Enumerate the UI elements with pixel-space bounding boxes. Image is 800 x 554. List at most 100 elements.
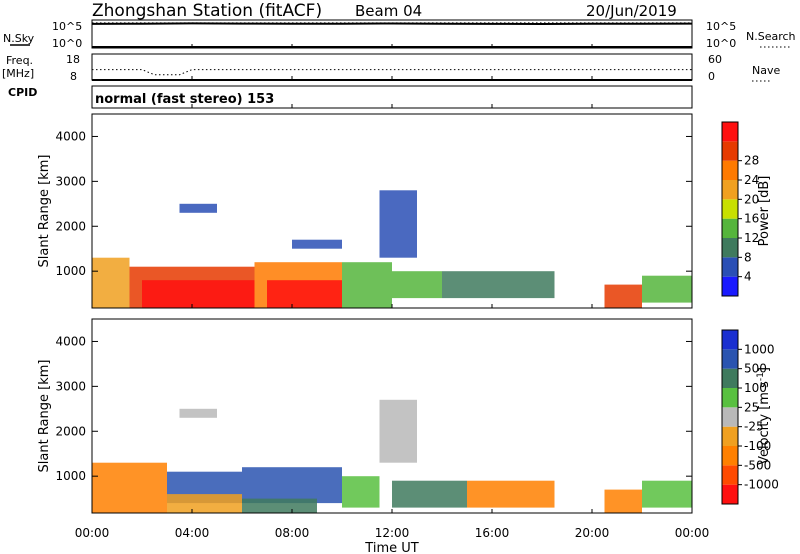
xtick-label-0: 00:00 (75, 526, 110, 540)
velocity-block-0 (92, 462, 167, 513)
velocity-block-4 (242, 498, 317, 513)
power-block-8 (442, 271, 555, 299)
noise-series (91, 22, 693, 26)
power-block-10 (642, 275, 692, 303)
velocity-block-6 (379, 399, 417, 463)
power-colorbar-label: Power [dB] (757, 176, 772, 247)
power-ytick-label-0: 1000 (55, 264, 86, 278)
velocity-cbar-seg-1 (722, 465, 738, 485)
power-cbar-seg-2 (722, 238, 738, 258)
velocity-ytick-label-3: 4000 (55, 334, 86, 348)
power-block-9 (604, 284, 642, 308)
velocity-cbar-label-2: 100 (744, 381, 767, 395)
velocity-y-ticks: 1000 2000 3000 4000 (55, 334, 692, 483)
power-block-2 (142, 280, 255, 308)
power-cbar-seg-0 (722, 276, 738, 296)
freq-label: Freq. (6, 54, 33, 67)
velocity-cbar-seg-5 (722, 388, 738, 408)
velocity-block-3 (242, 467, 342, 504)
freq-right-top-tick: 60 (708, 53, 722, 66)
freq-left-bottom-tick: 8 (70, 70, 77, 83)
nave-label: Nave (752, 64, 780, 77)
velocity-ytick-label-0: 1000 (55, 469, 86, 483)
velocity-y-axis-label: Slant Range [km] (37, 360, 52, 473)
power-cbar-label-4: 20 (744, 192, 759, 206)
x-axis-ticks: 00:00 04:00 08:00 12:00 16:00 20:00 00:00 (75, 44, 710, 540)
noise-line-0 (91, 22, 693, 26)
power-heatmap-data (92, 190, 692, 308)
power-cbar-seg-4 (722, 199, 738, 219)
velocity-cbar-frame (721, 329, 739, 505)
noise-left-top-tick: 10^5 (52, 20, 82, 33)
velocity-cbar-seg-4 (722, 407, 738, 427)
velocity-cbar-label-6: -500 (744, 458, 771, 472)
power-ytick-label-1: 2000 (55, 219, 86, 233)
x-axis-label: Time UT (364, 541, 418, 554)
xtick-label-2: 08:00 (275, 526, 310, 540)
station-title: Zhongshan Station (fitACF) (92, 1, 322, 21)
velocity-block-9 (604, 489, 642, 513)
noise-right-bottom-tick: 10^0 (706, 37, 736, 50)
power-cbar-label-3: 16 (744, 212, 759, 226)
velocity-block-8 (467, 480, 555, 508)
freq-unit-label: [MHz] (2, 67, 34, 80)
power-block-12 (292, 239, 342, 249)
velocity-ytick-label-1: 2000 (55, 424, 86, 438)
velocity-cbar-label-3: 25 (744, 400, 759, 414)
power-cbar-frame (721, 121, 739, 297)
noise-left-bottom-tick: 10^0 (52, 37, 82, 50)
velocity-cbar-seg-3 (722, 426, 738, 446)
power-cbar-seg-6 (722, 160, 738, 180)
power-cbar-seg-3 (722, 218, 738, 238)
noise-right-top-tick: 10^5 (706, 20, 736, 33)
power-block-6 (379, 190, 417, 258)
velocity-colorbar: 1000 500 100 25 -25 -100 -500 -1000 (721, 329, 779, 505)
power-block-4 (267, 280, 342, 308)
beam-label: Beam 04 (355, 2, 422, 20)
velocity-cbar-label-4: -25 (744, 420, 764, 434)
power-cbar-label-0: 4 (744, 270, 752, 284)
xtick-label-4: 16:00 (475, 526, 510, 540)
nsearch-label: N.Search (746, 30, 796, 43)
velocity-block-5 (342, 476, 380, 508)
power-cbar-seg-5 (722, 180, 738, 200)
velocity-colorbar-label: Velocity [m s-1] (756, 367, 772, 465)
velocity-cbar-label-7: -1000 (744, 478, 779, 492)
cpid-label: CPID (8, 86, 37, 99)
power-cbar-seg-8 (722, 122, 738, 142)
velocity-cbar-seg-6 (722, 368, 738, 388)
freq-right-bottom-tick: 0 (708, 70, 715, 83)
power-y-axis-label: Slant Range [km] (37, 155, 52, 268)
velocity-cbar-label-0: 1000 (744, 342, 775, 356)
power-cbar-label-5: 24 (744, 173, 759, 187)
velocity-heatmap-data (92, 399, 692, 513)
power-cbar-seg-1 (722, 257, 738, 277)
velocity-cbar-seg-2 (722, 446, 738, 466)
velocity-cbar-label-1: 500 (744, 362, 767, 376)
xtick-label-6: 00:00 (675, 526, 710, 540)
date-label: 20/Jun/2019 (586, 2, 677, 20)
power-colorbar: 4 8 12 16 20 24 28 (721, 121, 759, 297)
cpid-text: normal (fast stereo) 153 (95, 92, 274, 107)
velocity-block-10 (642, 480, 692, 508)
velocity-block-2 (167, 494, 242, 513)
velocity-cbar-seg-8 (722, 330, 738, 350)
power-cbar-label-2: 12 (744, 231, 759, 245)
power-ytick-label-3: 4000 (55, 129, 86, 143)
power-block-0 (92, 257, 130, 308)
xtick-label-3: 12:00 (375, 526, 410, 540)
freq-left-top-tick: 18 (66, 53, 80, 66)
power-cbar-label-6: 28 (744, 154, 759, 168)
power-block-11 (179, 203, 217, 213)
velocity-cbar-label-5: -100 (744, 439, 771, 453)
velocity-cbar-seg-7 (722, 349, 738, 369)
power-block-7 (392, 271, 442, 299)
velocity-block-7 (392, 480, 467, 508)
power-cbar-label-1: 8 (744, 250, 752, 264)
power-cbar-seg-7 (722, 141, 738, 161)
power-y-ticks: 1000 2000 3000 4000 (55, 129, 692, 278)
freq-line-0 (92, 69, 692, 76)
velocity-cbar-seg-0 (722, 484, 738, 504)
power-ytick-label-2: 3000 (55, 174, 86, 188)
